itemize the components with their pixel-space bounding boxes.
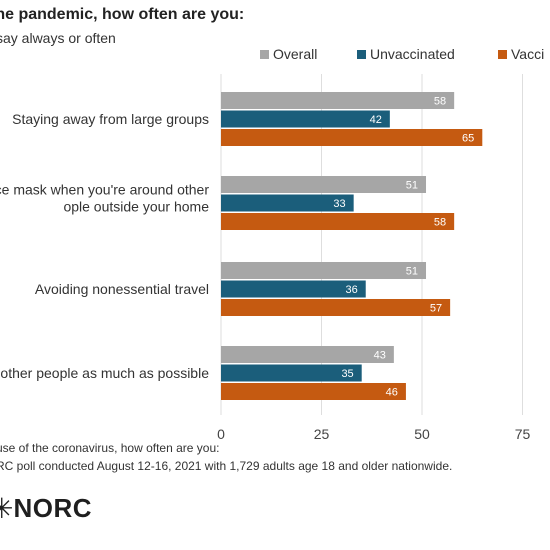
- x-tick-label-0: 0: [217, 426, 225, 442]
- x-tick-label-75: 75: [515, 426, 531, 442]
- category-label-1-0: ce mask when you're around other: [0, 182, 209, 198]
- bar-vacci-1: [221, 213, 455, 230]
- chart-subtitle: say always or often: [0, 30, 116, 46]
- data-label-overall-2: 51: [406, 266, 418, 278]
- data-label-vacci-1: 58: [434, 217, 446, 229]
- legend-label-vaccinated: Vacci: [511, 46, 545, 62]
- bar-unvaccinated-0: [221, 110, 390, 128]
- bar-unvaccinated-1: [221, 194, 354, 212]
- category-label-3: other people as much as possible: [0, 365, 209, 381]
- legend: Overall Unvaccinated Vacci: [0, 46, 550, 64]
- data-label-unvaccinated-1: 33: [333, 198, 345, 210]
- data-label-overall-0: 58: [434, 96, 446, 108]
- chart-title: the pandemic, how often are you:: [0, 6, 245, 23]
- category-label-2: Avoiding nonessential travel: [35, 281, 209, 297]
- bar-overall-1: [221, 176, 427, 193]
- legend-label-unvaccinated: Unvaccinated: [370, 46, 455, 62]
- data-label-unvaccinated-3: 35: [341, 368, 353, 380]
- legend-item-unvaccinated: Unvaccinated: [357, 46, 455, 62]
- bar-overall-0: [221, 92, 455, 109]
- bar-overall-3: [221, 346, 394, 363]
- logo-text: NORC: [13, 493, 93, 523]
- data-label-vacci-2: 57: [430, 303, 442, 315]
- bar-vacci-0: [221, 129, 483, 146]
- bar-unvaccinated-2: [221, 280, 366, 298]
- data-label-unvaccinated-2: 36: [345, 284, 357, 296]
- bar-vacci-3: [221, 383, 406, 400]
- footnote-source: RC poll conducted August 12-16, 2021 wit…: [0, 459, 453, 473]
- data-label-unvaccinated-0: 42: [370, 114, 382, 126]
- bar-vacci-2: [221, 299, 451, 316]
- star-burst-icon: ✳: [0, 492, 14, 525]
- norc-logo: ✳NORC: [0, 492, 92, 528]
- x-tick-label-25: 25: [314, 426, 330, 442]
- legend-swatch-vaccinated: [498, 50, 507, 59]
- x-tick-label-50: 50: [414, 426, 430, 442]
- legend-item-overall: Overall: [260, 46, 317, 62]
- legend-label-overall: Overall: [273, 46, 318, 62]
- bar-overall-2: [221, 262, 427, 279]
- data-label-vacci-3: 46: [386, 387, 398, 399]
- category-label-1-1: ople outside your home: [63, 199, 209, 215]
- bar-unvaccinated-3: [221, 364, 362, 382]
- category-label-0: Staying away from large groups: [12, 111, 209, 127]
- legend-swatch-overall: [260, 50, 269, 59]
- footnote-question: use of the coronavirus, how often are yo…: [0, 441, 220, 455]
- legend-swatch-unvaccinated: [357, 50, 366, 59]
- data-label-vacci-0: 65: [462, 133, 474, 145]
- data-label-overall-3: 43: [374, 350, 386, 362]
- data-label-overall-1: 51: [406, 180, 418, 192]
- legend-item-vaccinated: Vacci: [498, 46, 544, 62]
